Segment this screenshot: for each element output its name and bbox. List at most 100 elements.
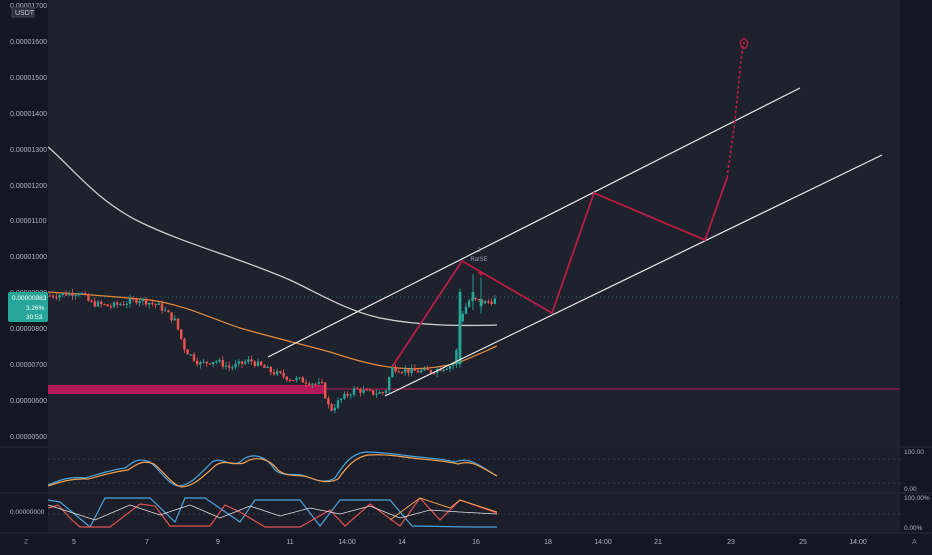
candle-body [272, 372, 276, 375]
candle-body [276, 371, 279, 375]
channel-upper-line[interactable] [267, 87, 801, 358]
currency-badge[interactable] [11, 6, 35, 18]
osc2-top-label: 100.00% [904, 495, 930, 502]
candle-body [247, 359, 250, 362]
candle-body [404, 369, 407, 373]
candle-body [87, 294, 90, 301]
projection-target-marker[interactable] [739, 37, 749, 49]
candle-body [144, 298, 148, 305]
candle-body [352, 388, 356, 395]
candle-body [471, 297, 474, 301]
candle-body [442, 369, 445, 371]
candle-body [391, 366, 394, 378]
candle-body [266, 366, 269, 368]
candle-body [384, 390, 388, 394]
candle-body [464, 306, 468, 314]
time-tick-label: 14:00 [338, 539, 356, 546]
candle-body [394, 366, 397, 372]
candle-body [333, 407, 336, 411]
candle-body [167, 310, 170, 313]
price-tick-label: 0.00001400 [10, 111, 47, 118]
price-tick-label: 0.00001700 [10, 3, 47, 10]
candle-body [218, 359, 221, 362]
candle-body [112, 302, 116, 307]
osc2-orange-line[interactable] [389, 497, 498, 521]
candle-body [77, 294, 80, 296]
candle-body [269, 366, 272, 373]
projection-dashed-path[interactable] [726, 41, 745, 179]
slow-moving-average-line[interactable] [47, 146, 498, 327]
candle-body [461, 313, 464, 322]
candle-body [375, 393, 378, 395]
candle-body [336, 400, 340, 408]
candle-body [260, 361, 263, 366]
candle-body [407, 369, 410, 374]
candle-body [324, 382, 327, 399]
candle-body [474, 297, 477, 300]
candle-body [240, 361, 244, 364]
osc2-left-value: 0.00000000 [10, 509, 45, 516]
candle-body [186, 349, 189, 355]
price-tick-label: 0.00000600 [10, 398, 47, 405]
time-tick-label: 14:00 [594, 539, 612, 546]
auto-scale-button[interactable]: A [912, 539, 917, 546]
candle-body [330, 404, 333, 411]
bar-countdown-value: 30:53 [26, 314, 43, 321]
candlestick-series[interactable] [48, 274, 496, 414]
raise-annotation-label[interactable]: RaISE [470, 257, 487, 263]
osc2-bottom-label: 0.00% [904, 525, 923, 532]
candle-body [388, 377, 391, 391]
candle-body [343, 393, 346, 399]
annotation-number: 2 [477, 248, 481, 254]
candle-body [234, 363, 237, 368]
price-tick-label: 0.00001300 [10, 147, 47, 154]
candle-body [215, 361, 218, 363]
time-tick-label: 7 [145, 539, 149, 546]
osc1-d-line[interactable] [47, 454, 498, 488]
candle-body [458, 292, 462, 364]
candle-body [212, 362, 215, 365]
candle-body [288, 379, 292, 381]
candle-body [327, 398, 330, 405]
timezone-button[interactable]: Z [24, 539, 29, 546]
price-tick-label: 0.00001100 [10, 218, 47, 225]
candle-body [100, 301, 103, 305]
candle-body [455, 349, 458, 365]
price-tick-label: 0.00001000 [10, 254, 47, 261]
candle-body [314, 383, 317, 385]
candle-body [183, 338, 186, 350]
candle-body [340, 398, 343, 401]
candle-body [119, 304, 122, 306]
projection-path[interactable] [391, 177, 728, 368]
annotation-arrow-icon [478, 272, 484, 276]
candle-body [61, 293, 64, 296]
candle-body [279, 371, 282, 373]
support-zone[interactable] [48, 385, 326, 394]
candle-body [228, 365, 231, 368]
candle-body [192, 354, 196, 361]
channel-lower-line[interactable] [384, 154, 883, 397]
candle-body [231, 367, 234, 369]
time-tick-label: 25 [799, 539, 807, 546]
osc2-white-line[interactable] [47, 504, 498, 521]
candle-body [420, 370, 423, 373]
candle-body [96, 301, 100, 307]
candle-body [84, 293, 87, 295]
candle-body [202, 361, 205, 363]
candle-body [445, 368, 448, 370]
osc2-blue-line[interactable] [47, 497, 497, 528]
osc2-red-line[interactable] [47, 497, 498, 528]
candle-body [301, 377, 304, 383]
osc1-k-line[interactable] [47, 451, 498, 487]
time-tick-label: 14:00 [849, 539, 867, 546]
candle-body [263, 365, 266, 368]
candle-body [487, 301, 490, 303]
candle-body [320, 382, 324, 384]
current-price-badge[interactable] [8, 292, 48, 322]
candle-body [410, 367, 413, 374]
main-pane[interactable] [48, 0, 900, 446]
candle-body [282, 372, 285, 377]
candle-body [378, 392, 381, 394]
time-axis[interactable]: 5 7 9 11 14:00 14 16 18 14:00 21 23 25 1… [72, 539, 867, 546]
